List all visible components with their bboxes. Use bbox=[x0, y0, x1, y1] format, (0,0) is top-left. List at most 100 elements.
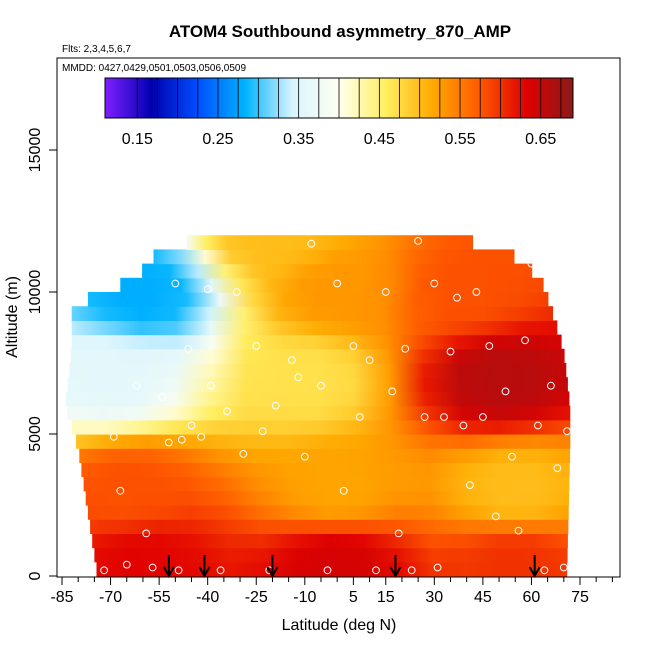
sample-point bbox=[527, 259, 536, 268]
sample-point bbox=[307, 239, 316, 248]
sample-point bbox=[294, 373, 303, 382]
altitude-band bbox=[90, 519, 569, 534]
sample-point bbox=[407, 566, 416, 575]
sample-point bbox=[381, 288, 390, 296]
sample-point bbox=[534, 421, 542, 430]
x-tick-label: 45 bbox=[474, 589, 492, 606]
latitude-arrow bbox=[198, 555, 211, 579]
sample-point bbox=[333, 279, 342, 288]
sample-point bbox=[148, 563, 157, 572]
altitude-band bbox=[94, 547, 568, 563]
sample-point bbox=[339, 486, 348, 495]
x-axis: -85 -70 -55 -40 -25 -10 5 15 30 45 60 75 bbox=[50, 576, 613, 606]
y-tick-label: 15000 bbox=[27, 128, 44, 173]
x-tick-label: 15 bbox=[377, 589, 395, 606]
arrow-markers bbox=[162, 555, 541, 579]
x-axis-label: Latitude (deg N) bbox=[282, 617, 397, 634]
sample-point bbox=[401, 344, 410, 353]
sample-point bbox=[547, 381, 555, 390]
heatmap-field bbox=[66, 235, 571, 577]
sample-point bbox=[174, 566, 183, 575]
altitude-band bbox=[96, 561, 568, 577]
altitude-band bbox=[81, 462, 570, 478]
colorbar-tick-label: 0.15 bbox=[122, 131, 153, 148]
sample-point bbox=[158, 393, 167, 402]
sample-point bbox=[239, 450, 248, 458]
sample-point bbox=[508, 452, 516, 461]
altitude-band bbox=[83, 476, 570, 492]
sample-points bbox=[100, 222, 571, 575]
y-tick-label: 10000 bbox=[27, 270, 44, 315]
colorbar-tick-label: 0.45 bbox=[364, 131, 395, 148]
sample-point bbox=[559, 563, 568, 572]
x-tick-label: 30 bbox=[425, 589, 443, 606]
sample-point bbox=[177, 435, 186, 444]
sample-point bbox=[317, 381, 325, 390]
sample-point bbox=[365, 356, 374, 365]
flights-label: Flts: 2,3,4,5,6,7 bbox=[62, 44, 131, 55]
sample-point bbox=[414, 237, 423, 245]
altitude-band bbox=[87, 292, 549, 307]
sample-point bbox=[252, 342, 261, 350]
sample-point bbox=[207, 381, 215, 390]
sample-point bbox=[466, 481, 474, 490]
altitude-band bbox=[79, 448, 571, 463]
x-tick-label: -85 bbox=[50, 589, 73, 606]
colorbar-tick-label: 0.65 bbox=[525, 131, 556, 148]
x-tick-label: -25 bbox=[245, 589, 268, 606]
sample-point bbox=[203, 285, 212, 294]
altitude-band bbox=[186, 235, 474, 250]
altitude-band bbox=[76, 434, 571, 449]
latitude-arrow bbox=[389, 555, 402, 579]
sample-point bbox=[355, 413, 364, 421]
altitude-band bbox=[71, 419, 571, 435]
sample-point bbox=[142, 529, 151, 538]
y-axis: 0 5000 10000 15000 bbox=[27, 128, 58, 580]
altitude-band bbox=[85, 490, 569, 506]
sample-point bbox=[323, 566, 332, 575]
latitude-arrow bbox=[528, 555, 541, 579]
colorbar-tick-label: 0.55 bbox=[444, 131, 475, 148]
sample-point bbox=[300, 452, 309, 461]
dates-label: MMDD: 0427,0429,0501,0503,0506,0509 bbox=[62, 63, 246, 74]
colorbar-tick-label: 0.35 bbox=[283, 131, 314, 148]
sample-point bbox=[372, 566, 380, 575]
sample-point bbox=[232, 288, 241, 296]
altitude-band bbox=[66, 391, 570, 407]
altitude-band bbox=[69, 363, 567, 378]
colorbar-tick-label: 0.25 bbox=[202, 131, 233, 148]
sample-point bbox=[491, 512, 500, 521]
altitude-band bbox=[71, 306, 553, 321]
altitude-band bbox=[87, 505, 569, 520]
altitude-band bbox=[70, 348, 565, 364]
sample-point bbox=[349, 342, 358, 350]
x-tick-label: 5 bbox=[349, 589, 358, 606]
sample-point bbox=[216, 566, 225, 575]
sample-point bbox=[553, 464, 562, 473]
sample-point bbox=[394, 529, 403, 538]
sample-point bbox=[223, 407, 232, 416]
x-tick-label: -70 bbox=[99, 589, 122, 606]
sample-point bbox=[446, 347, 455, 356]
altitude-band bbox=[71, 320, 558, 336]
sample-point bbox=[132, 381, 141, 390]
y-axis-label: Altitude (m) bbox=[4, 276, 21, 358]
altitude-band bbox=[153, 249, 515, 265]
colorbar: 0.15 0.25 0.35 0.45 0.55 0.65 bbox=[104, 77, 574, 148]
sample-point bbox=[109, 432, 118, 441]
sample-point bbox=[453, 293, 461, 302]
sample-point bbox=[459, 421, 468, 430]
x-tick-label: -40 bbox=[196, 589, 219, 606]
sample-point bbox=[514, 526, 523, 535]
y-tick-label: 0 bbox=[27, 571, 44, 580]
sample-point bbox=[479, 413, 487, 421]
sample-point bbox=[258, 427, 267, 436]
latitude-arrow bbox=[266, 555, 279, 579]
sample-point bbox=[100, 566, 108, 575]
sample-point bbox=[271, 401, 280, 410]
sample-point bbox=[501, 387, 510, 396]
sample-point bbox=[278, 222, 287, 231]
altitude-band bbox=[67, 405, 571, 421]
y-tick-label: 5000 bbox=[27, 416, 44, 452]
